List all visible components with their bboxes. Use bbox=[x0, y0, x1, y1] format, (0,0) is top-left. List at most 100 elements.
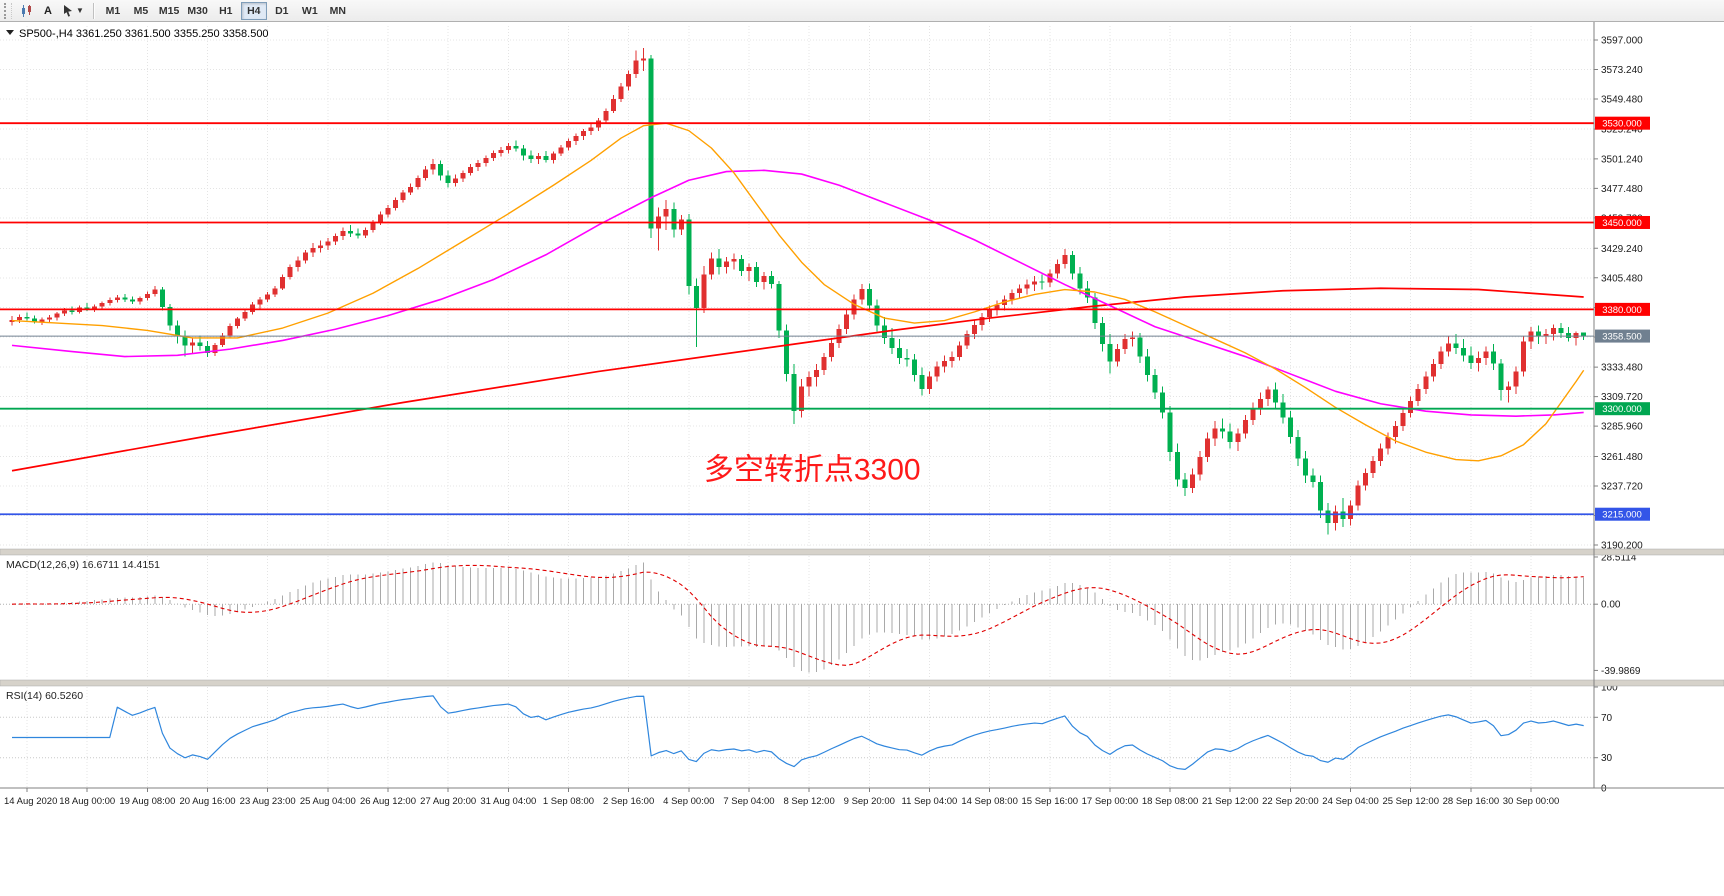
candle-body bbox=[738, 259, 744, 271]
candle-body bbox=[626, 74, 632, 87]
candle-body bbox=[731, 259, 737, 262]
candle-body bbox=[47, 317, 53, 320]
candle-body bbox=[317, 245, 323, 248]
candle-body bbox=[1333, 511, 1339, 523]
pane-separator-2[interactable] bbox=[0, 679, 1724, 687]
timeframe-button-m5[interactable]: M5 bbox=[128, 2, 154, 20]
chart-annotation[interactable]: 多空转折点3300 bbox=[704, 453, 921, 486]
time-tick-label: 21 Sep 12:00 bbox=[1202, 796, 1259, 807]
macd-signal-line bbox=[11, 564, 1584, 666]
candle-body bbox=[1047, 273, 1053, 283]
candle-body bbox=[310, 247, 316, 253]
timeframe-button-m30[interactable]: M30 bbox=[184, 2, 210, 20]
time-tick-label: 23 Aug 23:00 bbox=[240, 796, 296, 807]
candle-body bbox=[911, 359, 917, 376]
candle-body bbox=[1340, 511, 1346, 520]
candle-body bbox=[92, 306, 98, 309]
candle-body bbox=[1114, 349, 1120, 362]
timeframe-button-m1[interactable]: M1 bbox=[100, 2, 126, 20]
timeframe-button-h1[interactable]: H1 bbox=[213, 2, 239, 20]
candle-body bbox=[1272, 389, 1278, 403]
time-tick-label: 14 Aug 2020 bbox=[4, 796, 57, 807]
chart-canvas[interactable]: 3597.000 3573.240 3549.480 3525.240 3501.240… bbox=[0, 22, 1724, 896]
price-tag bbox=[1595, 116, 1650, 130]
candle-body bbox=[1423, 376, 1429, 389]
candle-body bbox=[535, 156, 541, 160]
candle-body bbox=[1468, 355, 1474, 363]
candle-body bbox=[1385, 437, 1391, 449]
candle-body bbox=[498, 149, 504, 153]
candle-body bbox=[445, 175, 451, 183]
candle-body bbox=[1257, 398, 1263, 409]
cursor-tool-icon[interactable]: ▼ bbox=[58, 2, 88, 20]
candle-body bbox=[1475, 357, 1481, 363]
timeframe-group: M1 M5 M15 M30 H1 H4 D1 W1 MN bbox=[99, 1, 352, 20]
candle-body bbox=[62, 310, 68, 314]
timeframe-button-h4[interactable]: H4 bbox=[240, 1, 267, 20]
candle-body bbox=[633, 60, 639, 75]
price-tick-label: 3285.960 bbox=[1601, 422, 1643, 433]
candle-body bbox=[1348, 505, 1354, 520]
candle-body bbox=[340, 231, 346, 237]
candle-body bbox=[377, 214, 383, 223]
candle-body bbox=[287, 267, 293, 278]
toolbar-grip[interactable] bbox=[4, 2, 12, 19]
cursor-icon-glyph bbox=[64, 5, 72, 17]
candle-body bbox=[1536, 331, 1542, 337]
candle-body bbox=[430, 164, 436, 170]
chart-ohlc-title: SP500-,H4 3361.250 3361.500 3355.250 335… bbox=[19, 28, 269, 40]
candle-body bbox=[408, 187, 414, 193]
price-tag bbox=[1595, 215, 1650, 229]
candle-body bbox=[874, 305, 880, 326]
candle-body bbox=[69, 310, 75, 312]
candle-body bbox=[189, 342, 195, 346]
candle-body bbox=[866, 288, 872, 306]
candle-body bbox=[1250, 408, 1256, 420]
charts-icon[interactable] bbox=[16, 2, 38, 20]
ma-slow-line bbox=[11, 287, 1584, 472]
candle-body bbox=[1092, 297, 1098, 324]
candle-body bbox=[723, 261, 729, 268]
rsi-tick-label: 100 bbox=[1601, 683, 1618, 694]
candle-body bbox=[1122, 339, 1128, 350]
candle-body bbox=[1220, 428, 1226, 432]
candle-body bbox=[1551, 328, 1557, 335]
pane-separator-1[interactable] bbox=[0, 548, 1724, 556]
candle-body bbox=[851, 299, 857, 315]
time-tick-label: 9 Sep 20:00 bbox=[844, 796, 895, 807]
candle-body bbox=[520, 148, 526, 156]
timeframe-button-mn[interactable]: MN bbox=[325, 2, 351, 20]
candle-body bbox=[784, 330, 790, 374]
price-tag-label: 3380.000 bbox=[1602, 305, 1642, 316]
candle-body bbox=[438, 164, 444, 176]
text-label-icon[interactable]: A bbox=[38, 2, 58, 20]
candle-body bbox=[197, 342, 203, 347]
time-tick-label: 31 Aug 04:00 bbox=[480, 796, 536, 807]
candle-body bbox=[693, 285, 699, 309]
candle-body bbox=[129, 299, 135, 302]
candle-body bbox=[641, 58, 647, 61]
candle-body bbox=[24, 316, 30, 319]
candle-body bbox=[1039, 281, 1045, 283]
candle-body bbox=[144, 293, 150, 299]
candle-body bbox=[1077, 273, 1083, 289]
ma-mid-line bbox=[11, 169, 1584, 417]
candle-body bbox=[1498, 363, 1504, 391]
chart-collapse-icon[interactable] bbox=[6, 30, 14, 35]
timeframe-button-d1[interactable]: D1 bbox=[269, 2, 295, 20]
candle-body bbox=[1528, 331, 1534, 342]
candle-body bbox=[1152, 375, 1158, 393]
candle-body bbox=[941, 360, 947, 367]
candle-body bbox=[1024, 284, 1030, 289]
candle-body bbox=[483, 157, 489, 163]
timeframe-button-m15[interactable]: M15 bbox=[156, 2, 182, 20]
time-tick-label: 2 Sep 16:00 bbox=[603, 796, 654, 807]
candle-body bbox=[1558, 328, 1564, 333]
grid-layer bbox=[0, 26, 1594, 788]
time-tick-label: 25 Sep 12:00 bbox=[1382, 796, 1439, 807]
time-tick-label: 4 Sep 00:00 bbox=[663, 796, 714, 807]
candle-body bbox=[1490, 351, 1496, 364]
candle-body bbox=[1227, 431, 1233, 443]
timeframe-button-w1[interactable]: W1 bbox=[297, 2, 323, 20]
